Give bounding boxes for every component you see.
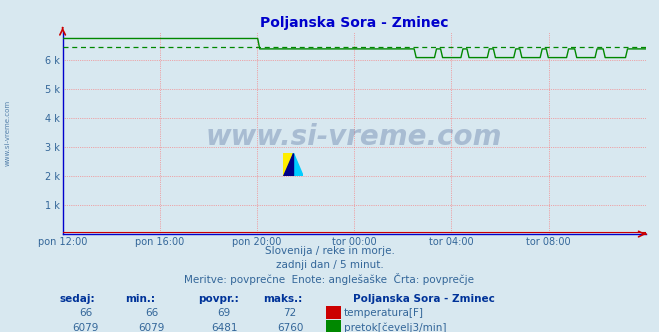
Text: povpr.:: povpr.: (198, 294, 239, 304)
Title: Poljanska Sora - Zminec: Poljanska Sora - Zminec (260, 16, 449, 30)
Text: 66: 66 (145, 308, 158, 318)
Text: zadnji dan / 5 minut.: zadnji dan / 5 minut. (275, 260, 384, 270)
Text: 6481: 6481 (211, 323, 237, 332)
Text: Meritve: povprečne  Enote: anglešaške  Črta: povprečje: Meritve: povprečne Enote: anglešaške Črt… (185, 273, 474, 285)
Polygon shape (283, 153, 293, 176)
Text: Slovenija / reke in morje.: Slovenija / reke in morje. (264, 246, 395, 256)
Text: www.si-vreme.com: www.si-vreme.com (206, 123, 502, 151)
Text: pretok[čevelj3/min]: pretok[čevelj3/min] (344, 323, 447, 332)
Text: 69: 69 (217, 308, 231, 318)
Polygon shape (283, 153, 293, 176)
Text: 72: 72 (283, 308, 297, 318)
Text: www.si-vreme.com: www.si-vreme.com (5, 100, 11, 166)
Text: 6079: 6079 (72, 323, 99, 332)
Text: 6760: 6760 (277, 323, 303, 332)
Text: temperatura[F]: temperatura[F] (344, 308, 424, 318)
Polygon shape (293, 153, 303, 176)
Text: 6079: 6079 (138, 323, 165, 332)
Text: Poljanska Sora - Zminec: Poljanska Sora - Zminec (353, 294, 494, 304)
Text: sedaj:: sedaj: (59, 294, 95, 304)
Text: min.:: min.: (125, 294, 156, 304)
Text: 66: 66 (79, 308, 92, 318)
Text: maks.:: maks.: (264, 294, 303, 304)
